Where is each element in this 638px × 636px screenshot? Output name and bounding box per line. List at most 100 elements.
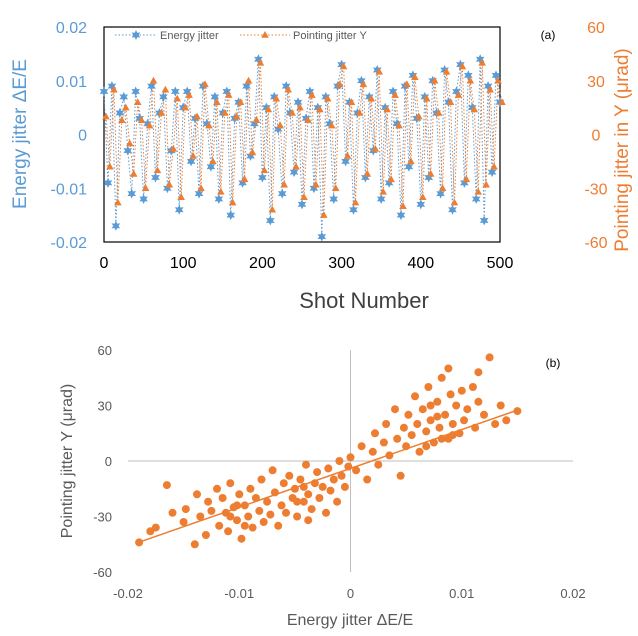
scatter-point [363,475,372,484]
scatter-point [326,486,335,495]
energy-point [337,59,346,70]
scatter-point [444,364,453,373]
energy-point [471,194,481,204]
energy-point [119,91,129,102]
panel-a-right-y-tick-label: 30 [587,74,605,91]
panel-b-y-tick-label: 60 [98,343,112,358]
energy-point [289,167,299,178]
scatter-point [299,497,308,506]
pointing-point [335,80,344,88]
panel-b-y-tick-label: 0 [105,454,112,469]
energy-point [309,183,319,194]
pointing-point [379,187,387,195]
pointing-point [422,94,431,102]
scatter-point [304,516,313,525]
scatter-point [437,373,446,382]
pointing-point [395,121,403,129]
pointing-point [323,94,332,102]
pointing-point [351,198,360,206]
scatter-point [293,497,302,506]
energy-point [277,188,287,199]
scatter-point [329,475,338,484]
energy-point [392,118,402,129]
scatter-point [204,497,213,506]
pointing-point [169,144,178,152]
scatter-point [285,471,294,480]
scatter-point [346,453,355,462]
energy-point [147,81,156,92]
energy-point [404,161,414,172]
scatter-point [196,512,205,521]
scatter-point [424,383,433,391]
energy-point [313,102,323,113]
panel-b-y-tick-label: -30 [93,510,112,525]
pointing-point [173,94,182,102]
scatter-point [446,390,455,399]
pointing-point [252,116,261,123]
scatter-point [433,397,442,406]
pointing-point [209,157,217,165]
pointing-point [217,187,225,195]
energy-point [226,210,236,221]
pointing-point [220,109,229,116]
scatter-point [357,442,366,451]
pointing-point [363,169,372,177]
energy-point [456,59,465,70]
pointing-point [121,103,130,111]
pointing-point [343,152,352,159]
pointing-point [454,91,463,98]
energy-point [202,118,212,129]
pointing-point [205,121,213,129]
scatter-point [452,401,461,410]
scatter-point [441,410,450,419]
scatter-point [207,506,216,515]
energy-point [329,194,338,204]
pointing-point [446,98,455,106]
pointing-point [474,187,483,195]
pointing-point [284,85,292,93]
energy-point [297,199,307,210]
scatter-point [274,521,283,530]
energy-point [246,151,255,161]
pointing-point [145,121,154,129]
panel-b-x-tick-label: -0.02 [113,586,143,601]
energy-point [376,194,386,204]
pointing-point [482,180,490,188]
energy-point [99,86,109,97]
pointing-point [355,109,364,116]
scatter-point [422,442,431,451]
scatter-point [302,460,310,469]
pointing-point [106,162,114,170]
legend-energy-label: Energy jitter [160,30,219,42]
scatter-point [485,353,494,362]
panel-b-scatter-points [135,353,522,549]
panel-a-left-y-tick-label: -0.01 [51,181,88,198]
scatter-point [491,420,500,428]
scatter-point [396,471,405,480]
energy-point [151,172,160,183]
pointing-point [383,105,391,113]
panel-b-trendline [138,409,518,543]
panel-b-x-axis-title: Energy jitter ΔE/E [287,612,413,629]
pointing-point [450,198,459,206]
pointing-point [133,98,142,106]
panel-a-x-tick-label: 200 [249,255,276,272]
energy-point [361,172,370,183]
panel-a-plot-frame [103,26,501,243]
energy-point [159,91,168,102]
energy-point [420,91,430,102]
scatter-point [435,423,444,432]
energy-point [103,177,113,188]
panel-a-left-y-tick-labels: -0.02 -0.01 0 0.01 0.02 [51,20,88,252]
energy-point [182,86,192,97]
energy-point [357,75,366,86]
pointing-point [312,180,320,188]
scatter-point [168,508,177,517]
pointing-point [248,148,257,156]
pointing-point [157,109,166,116]
pointing-point [292,162,300,170]
energy-point [436,188,445,199]
pointing-point [494,76,502,84]
